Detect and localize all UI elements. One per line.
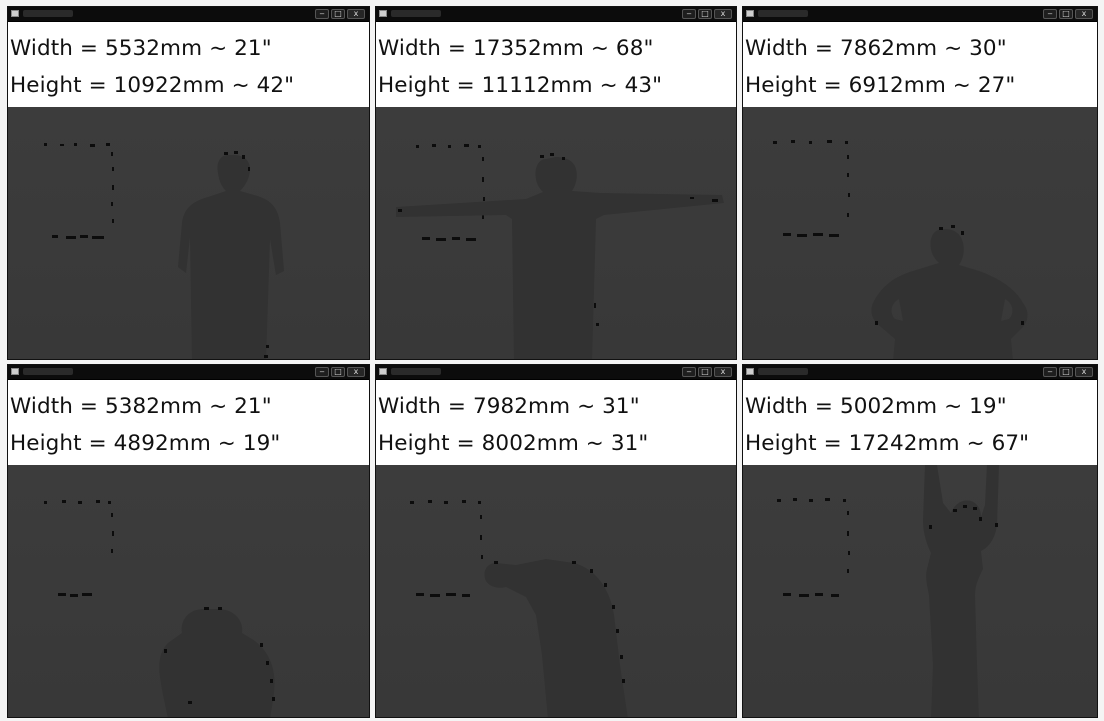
title-bar[interactable]: ‒ □ x — [8, 365, 369, 380]
height-measurement: Height = 11112mm ~ 43" — [378, 73, 663, 98]
close-icon[interactable]: x — [347, 9, 365, 19]
window-title — [391, 368, 441, 375]
title-bar[interactable]: ‒ □ x — [743, 365, 1097, 380]
window-title — [23, 368, 73, 375]
title-bar[interactable]: ‒ □ x — [743, 7, 1097, 22]
depth-scene — [773, 140, 1028, 359]
maximize-icon[interactable]: □ — [1059, 367, 1073, 377]
window-controls: ‒ □ x — [315, 9, 365, 19]
height-measurement: Height = 8002mm ~ 31" — [378, 431, 649, 456]
title-bar[interactable]: ‒ □ x — [8, 7, 369, 22]
width-measurement: Width = 5382mm ~ 21" — [10, 394, 272, 419]
window-controls: ‒ □ x — [682, 367, 732, 377]
title-bar[interactable]: ‒ □ x — [376, 7, 736, 22]
maximize-icon[interactable]: □ — [698, 9, 712, 19]
close-icon[interactable]: x — [714, 9, 732, 19]
depth-scene — [777, 465, 999, 717]
minimize-icon[interactable]: ‒ — [315, 9, 329, 19]
minimize-icon[interactable]: ‒ — [1043, 9, 1057, 19]
depth-window-2: ‒ □ x Width = 17352mm ~ 68" Height = 111… — [375, 6, 737, 360]
depth-window-5: ‒ □ x Width = 7982mm ~ 31" Height = 8002… — [375, 364, 737, 718]
measurement-label: Width = 5002mm ~ 19" Height = 17242mm ~ … — [743, 380, 1097, 466]
window-title — [758, 10, 808, 17]
window-controls: ‒ □ x — [682, 9, 732, 19]
window-controls: ‒ □ x — [1043, 9, 1093, 19]
width-measurement: Width = 7862mm ~ 30" — [745, 36, 1007, 61]
close-icon[interactable]: x — [1075, 367, 1093, 377]
app-icon — [379, 10, 387, 17]
depth-window-4: ‒ □ x Width = 5382mm ~ 21" Height = 4892… — [7, 364, 370, 718]
window-title — [391, 10, 441, 17]
depth-image — [376, 465, 736, 717]
width-measurement: Width = 17352mm ~ 68" — [378, 36, 654, 61]
app-icon — [379, 368, 387, 375]
maximize-icon[interactable]: □ — [331, 367, 345, 377]
width-measurement: Width = 7982mm ~ 31" — [378, 394, 640, 419]
width-measurement: Width = 5532mm ~ 21" — [10, 36, 272, 61]
measurement-label: Width = 17352mm ~ 68" Height = 11112mm ~… — [376, 22, 736, 108]
depth-image — [8, 465, 369, 717]
depth-image — [8, 107, 369, 359]
depth-image — [376, 107, 736, 359]
depth-scene — [44, 500, 275, 717]
depth-image — [743, 107, 1097, 359]
depth-scene — [396, 144, 724, 359]
minimize-icon[interactable]: ‒ — [1043, 367, 1057, 377]
height-measurement: Height = 17242mm ~ 67" — [745, 431, 1030, 456]
depth-scene — [410, 500, 628, 717]
minimize-icon[interactable]: ‒ — [682, 9, 696, 19]
depth-window-3: ‒ □ x Width = 7862mm ~ 30" Height = 6912… — [742, 6, 1098, 360]
width-measurement: Width = 5002mm ~ 19" — [745, 394, 1007, 419]
height-measurement: Height = 6912mm ~ 27" — [745, 73, 1016, 98]
depth-window-1: ‒ □ x Width = 5532mm ~ 21" Height = 1092… — [7, 6, 370, 360]
close-icon[interactable]: x — [1075, 9, 1093, 19]
measurement-label: Width = 5532mm ~ 21" Height = 10922mm ~ … — [8, 22, 369, 108]
close-icon[interactable]: x — [347, 367, 365, 377]
height-measurement: Height = 4892mm ~ 19" — [10, 431, 281, 456]
window-controls: ‒ □ x — [1043, 367, 1093, 377]
maximize-icon[interactable]: □ — [331, 9, 345, 19]
app-icon — [746, 10, 754, 17]
close-icon[interactable]: x — [714, 367, 732, 377]
title-bar[interactable]: ‒ □ x — [376, 365, 736, 380]
height-measurement: Height = 10922mm ~ 42" — [10, 73, 295, 98]
maximize-icon[interactable]: □ — [698, 367, 712, 377]
measurement-label: Width = 5382mm ~ 21" Height = 4892mm ~ 1… — [8, 380, 369, 466]
depth-image — [743, 465, 1097, 717]
minimize-icon[interactable]: ‒ — [315, 367, 329, 377]
app-icon — [746, 368, 754, 375]
measurement-label: Width = 7982mm ~ 31" Height = 8002mm ~ 3… — [376, 380, 736, 466]
minimize-icon[interactable]: ‒ — [682, 367, 696, 377]
depth-scene — [44, 143, 284, 359]
measurement-label: Width = 7862mm ~ 30" Height = 6912mm ~ 2… — [743, 22, 1097, 108]
maximize-icon[interactable]: □ — [1059, 9, 1073, 19]
depth-window-6: ‒ □ x Width = 5002mm ~ 19" Height = 1724… — [742, 364, 1098, 718]
window-title — [758, 368, 808, 375]
window-title — [23, 10, 73, 17]
app-icon — [11, 10, 19, 17]
window-controls: ‒ □ x — [315, 367, 365, 377]
app-icon — [11, 368, 19, 375]
